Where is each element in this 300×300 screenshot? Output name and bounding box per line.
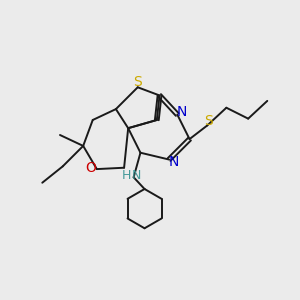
Text: S: S <box>134 75 142 89</box>
Text: O: O <box>85 161 96 175</box>
Text: N: N <box>169 155 179 169</box>
Text: H: H <box>121 169 131 182</box>
Text: N: N <box>177 105 188 119</box>
Text: N: N <box>132 169 141 182</box>
Text: S: S <box>204 113 213 128</box>
